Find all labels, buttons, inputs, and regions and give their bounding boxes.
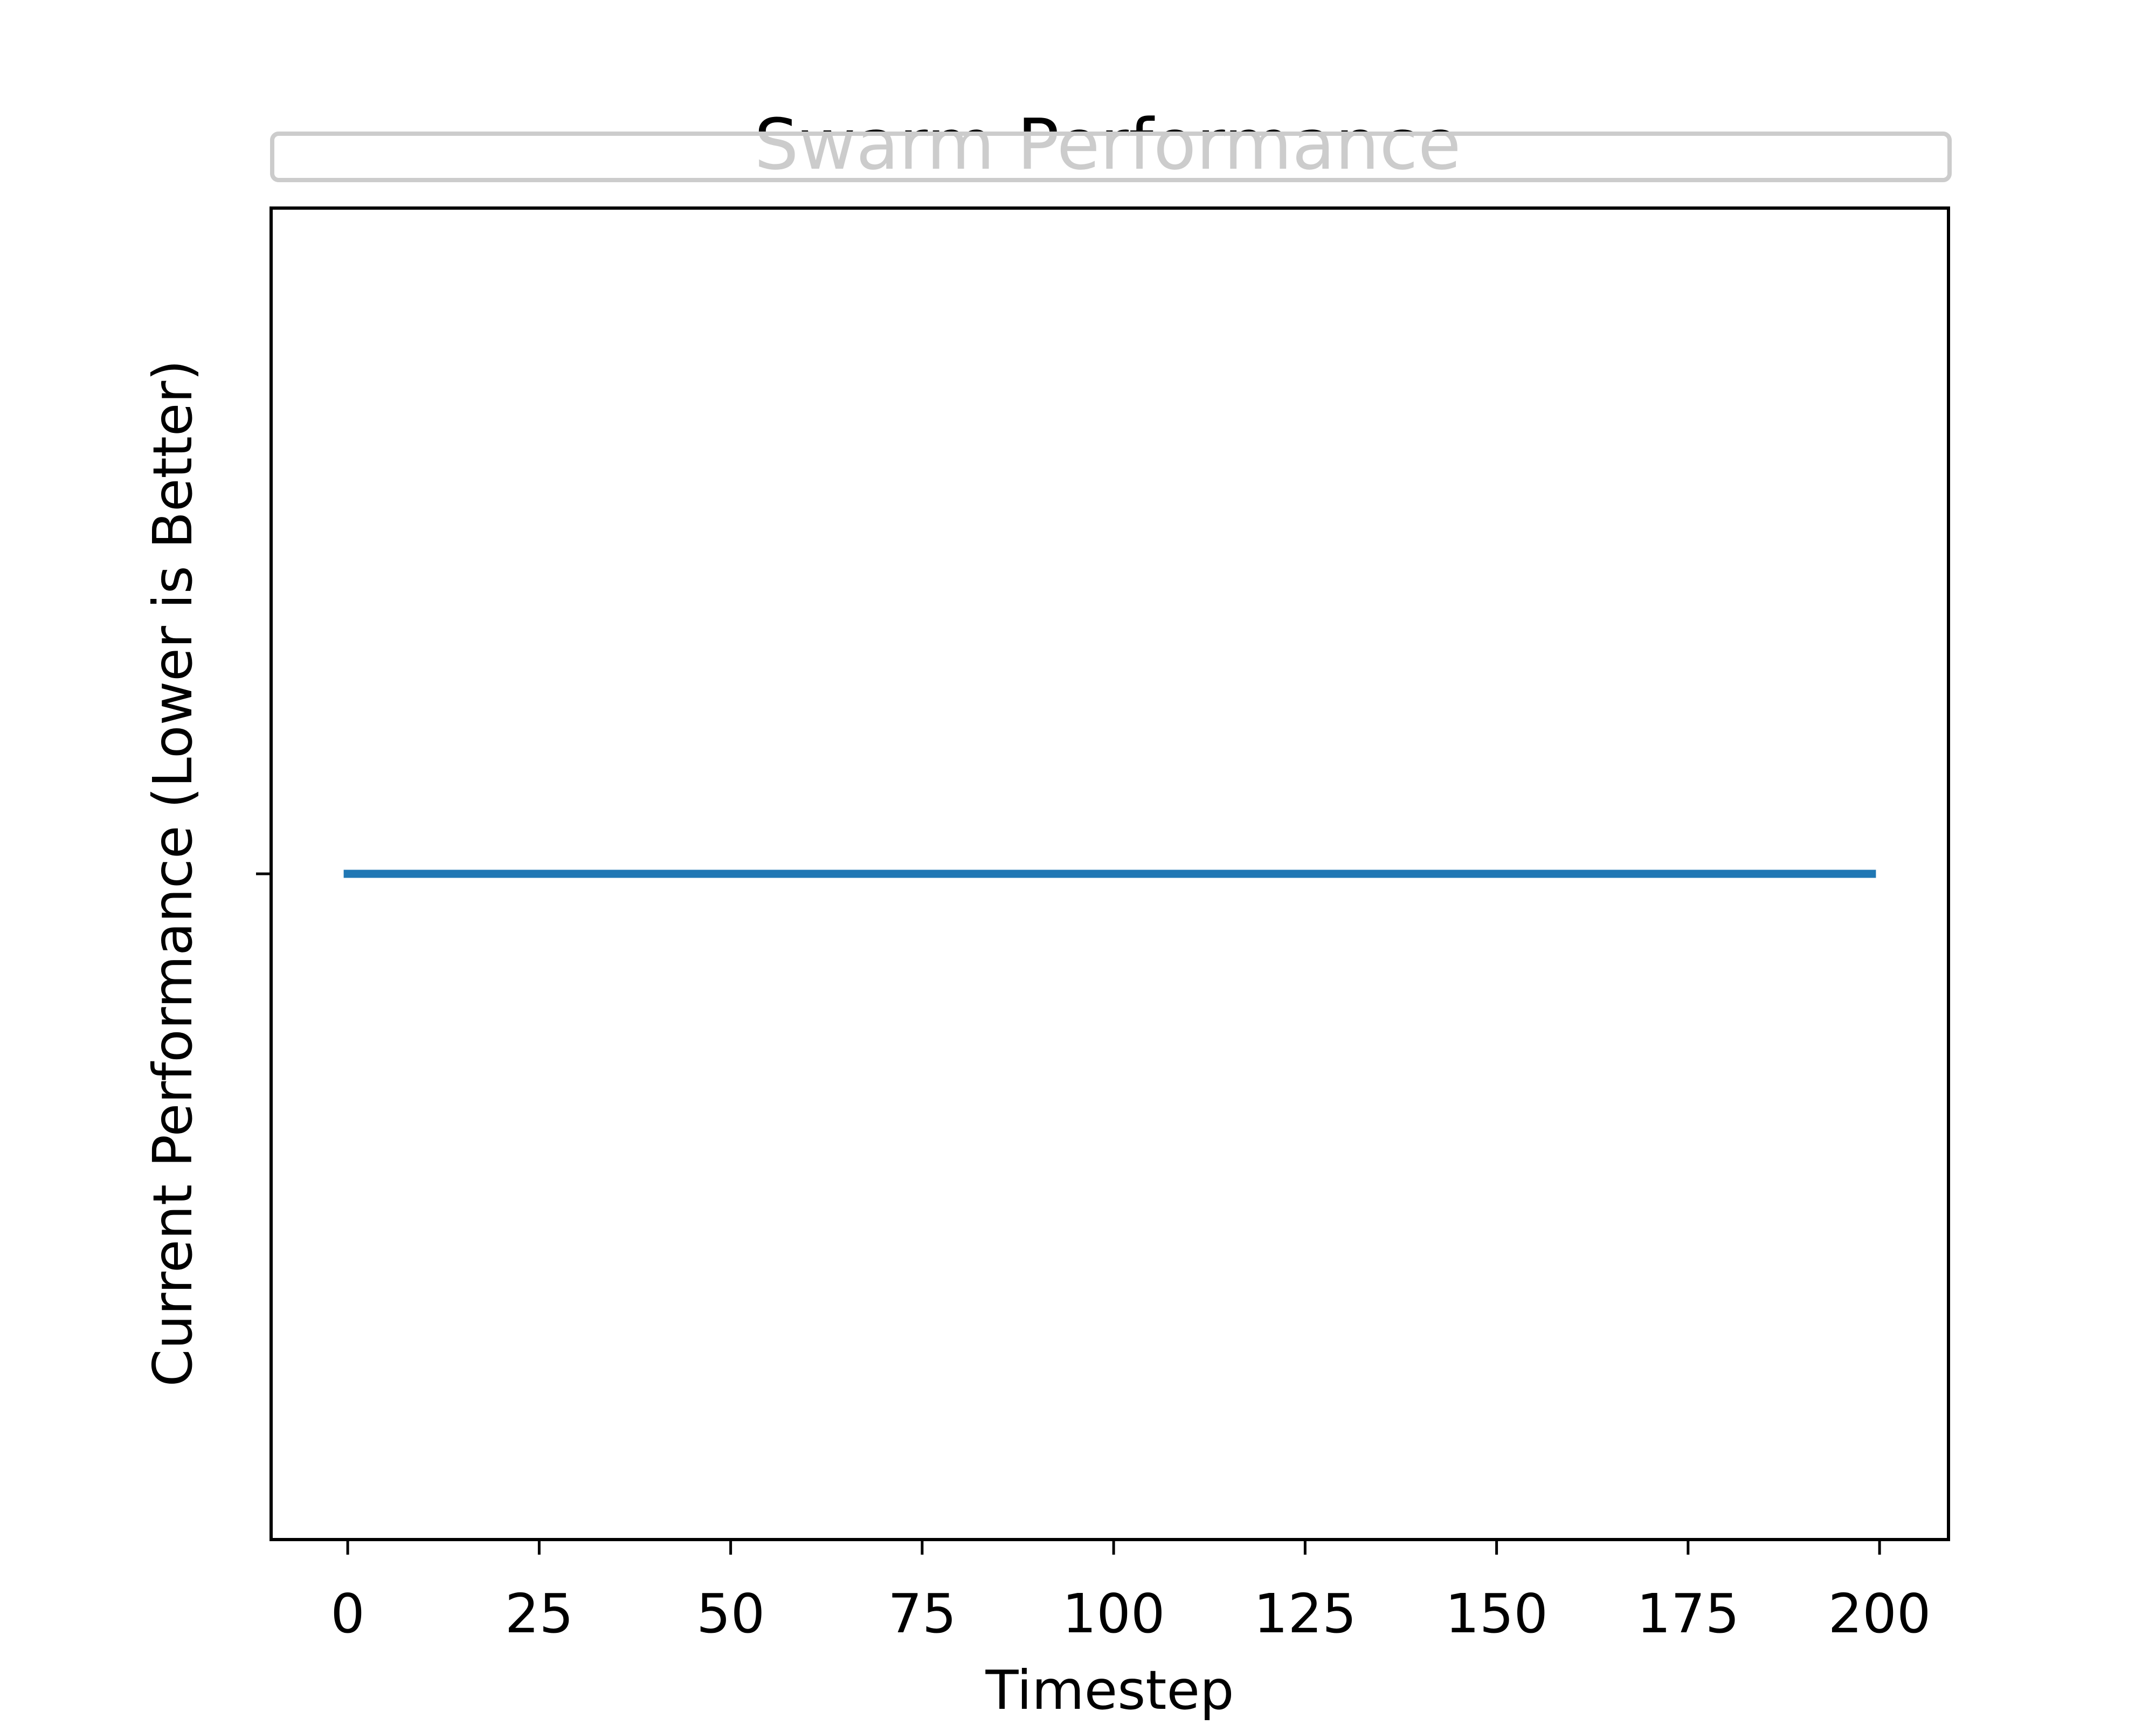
x-tick-label: 125 bbox=[1254, 1582, 1357, 1645]
x-tick-label: 75 bbox=[888, 1582, 956, 1645]
x-tick-label: 0 bbox=[330, 1582, 365, 1645]
y-axis-label: Current Performance (Lower is Better) bbox=[141, 360, 204, 1386]
x-tick-label: 150 bbox=[1445, 1582, 1548, 1645]
x-axis-ticks: 0 25 50 75 100 125 150 175 200 bbox=[330, 1540, 1931, 1645]
x-axis-label: Timestep bbox=[985, 1659, 1234, 1722]
x-tick-label: 100 bbox=[1062, 1582, 1165, 1645]
x-tick-label: 175 bbox=[1636, 1582, 1739, 1645]
x-tick-label: 25 bbox=[505, 1582, 573, 1645]
legend-frame bbox=[270, 132, 1952, 182]
x-tick-label: 50 bbox=[696, 1582, 765, 1645]
x-tick-label: 200 bbox=[1828, 1582, 1931, 1645]
